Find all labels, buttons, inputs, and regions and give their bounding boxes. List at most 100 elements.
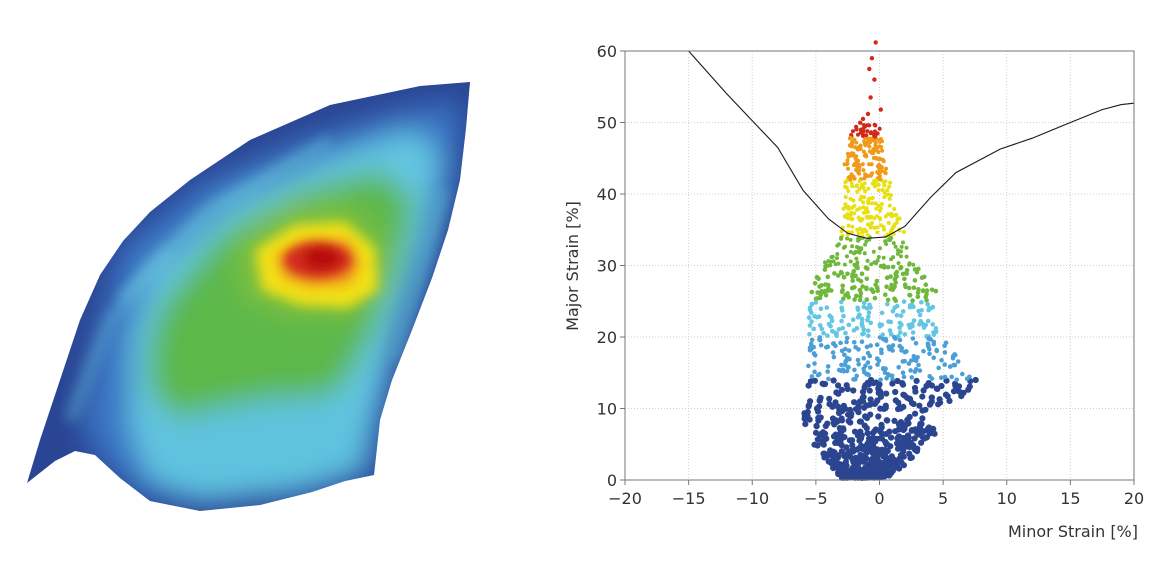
scatter-point: [846, 348, 852, 353]
scatter-point: [902, 276, 907, 282]
scatter-point: [861, 355, 867, 361]
scatter-point: [935, 401, 942, 408]
scatter-point: [878, 206, 883, 210]
scatter-point: [818, 343, 824, 348]
scatter-point: [865, 258, 870, 263]
scatter-point: [889, 257, 894, 262]
scatter-point: [885, 297, 891, 303]
scatter-point: [806, 363, 811, 369]
scatter-point: [881, 159, 886, 164]
scatter-point: [943, 340, 949, 346]
scatter-point: [861, 422, 868, 429]
scatter-point: [858, 226, 863, 231]
scatter-point: [892, 428, 899, 435]
scatter-point: [869, 162, 874, 167]
scatter-point: [821, 437, 828, 444]
scatter-point: [888, 332, 894, 337]
scatter-point: [823, 293, 829, 298]
scatter-point: [873, 40, 878, 45]
scatter-point: [867, 353, 873, 359]
scatter-point: [835, 382, 842, 389]
scatter-point: [867, 365, 873, 370]
scatter-point: [877, 393, 885, 400]
scatter-point: [911, 262, 916, 267]
scatter-point: [866, 201, 871, 206]
scatter-point: [852, 297, 857, 302]
scatter-point: [894, 377, 901, 385]
scatter-point: [819, 326, 825, 332]
scatter-point: [838, 415, 845, 422]
scatter-point: [826, 395, 833, 402]
scatter-point: [902, 349, 908, 355]
scatter-point: [891, 417, 898, 424]
scatter-point: [866, 314, 871, 320]
scatter-point: [850, 152, 855, 157]
scatter-point: [858, 435, 865, 442]
scatter-point: [966, 383, 973, 390]
scatter-point: [876, 150, 881, 155]
scatter-point: [809, 302, 815, 307]
scatter-point: [949, 374, 954, 380]
scatter-point: [875, 413, 882, 420]
scatter-point: [921, 274, 927, 280]
scatter-point: [848, 237, 853, 242]
scatter-point: [818, 306, 824, 312]
scatter-point: [854, 405, 862, 412]
scatter-point: [879, 310, 885, 316]
scatter-point: [850, 175, 855, 180]
scatter-point: [869, 287, 874, 292]
scatter-point: [863, 449, 870, 456]
scatter-point: [862, 251, 867, 256]
scatter-point: [847, 413, 854, 420]
scatter-point: [892, 224, 896, 229]
scatter-point: [842, 184, 847, 189]
scatter-point: [926, 342, 931, 348]
scatter-point: [868, 343, 873, 348]
scatter-point: [920, 288, 926, 293]
scatter-point: [952, 382, 959, 389]
scatter-point: [811, 326, 816, 332]
scatter-point: [901, 299, 907, 304]
scatter-point: [882, 195, 887, 200]
scatter-point: [831, 354, 837, 360]
y-axis-title: Major Strain [%]: [563, 201, 582, 331]
scatter-point: [869, 262, 874, 267]
scatter-point: [859, 316, 865, 322]
scatter-point: [899, 254, 903, 259]
scatter-point: [839, 425, 846, 433]
scatter-point: [809, 346, 814, 352]
scatter-point: [829, 315, 834, 320]
scatter-point: [893, 274, 899, 280]
scatter-point: [812, 281, 818, 286]
scatter-point: [933, 326, 939, 331]
scatter-point: [898, 422, 905, 429]
scatter-point: [890, 264, 896, 270]
scatter-point: [877, 405, 884, 412]
scatter-point: [863, 242, 868, 247]
scatter-point: [860, 133, 865, 138]
scatter-point: [910, 330, 916, 335]
scatter-point: [843, 330, 848, 336]
scatter-point: [887, 203, 892, 208]
scatter-point: [825, 274, 831, 280]
scatter-point: [867, 376, 875, 384]
scatter-point: [843, 292, 848, 298]
scatter-point: [886, 237, 891, 242]
scatter-point: [933, 385, 940, 392]
scatter-point: [898, 459, 905, 466]
scatter-point: [938, 382, 945, 390]
scatter-point: [845, 355, 850, 361]
scatter-point: [900, 309, 906, 314]
scatter-point: [926, 401, 934, 408]
scatter-point: [872, 438, 879, 445]
scatter-point: [845, 271, 850, 277]
scatter-point: [834, 333, 839, 339]
scatter-point: [852, 367, 857, 373]
scatter-point: [842, 352, 847, 358]
scatter-point: [821, 330, 826, 336]
scatter-point: [838, 448, 846, 455]
scatter-point: [866, 310, 872, 315]
scatter-point: [866, 401, 874, 408]
